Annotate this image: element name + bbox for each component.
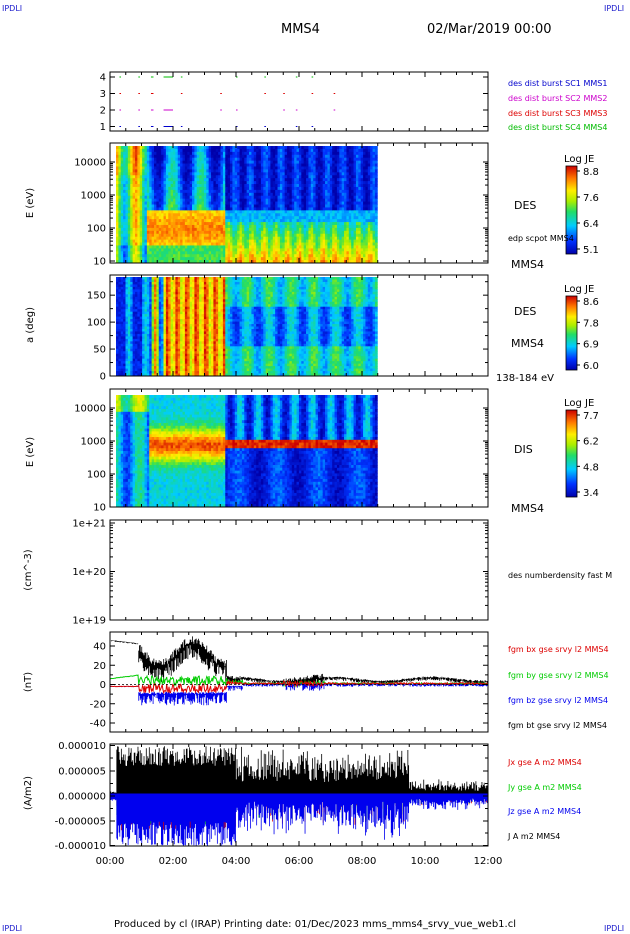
current-y-axis-label: (A/m2)	[23, 776, 34, 810]
spacecraft-title: MMS4	[281, 22, 320, 37]
des-pitch-y-axis-label: a (deg)	[25, 307, 36, 343]
current-y-tick-label: -0.000005	[55, 817, 106, 828]
burst-legend-entry: des dist burst SC1 MMS1	[508, 79, 607, 88]
colorbar-tick-label: 8.8	[583, 167, 599, 178]
des-energy-scpot-label: edp scpot MMS4	[508, 234, 574, 243]
current-y-tick-label: -0.000010	[55, 841, 106, 852]
bfield-legend-entry: fgm by gse srvy l2 MMS4	[508, 671, 609, 680]
des-energy-y-axis-label: E (eV)	[25, 188, 36, 218]
colorbar-tick-label: 6.2	[583, 437, 599, 448]
colorbar-title: Log JE	[564, 154, 594, 165]
date-title: 02/Mar/2019 00:00	[427, 22, 552, 37]
des-energy-instrument-label: DES	[514, 199, 536, 212]
dis-energy-colorbar	[565, 409, 578, 498]
burst-y-tick-label: 2	[100, 106, 106, 117]
bfield-bx-series	[109, 679, 489, 695]
bfield-legend-entry: fgm bx gse srvy l2 MMS4	[508, 645, 609, 654]
colorbar-tick-label: 8.6	[583, 297, 599, 308]
density-y-tick-label: 1e+19	[72, 616, 106, 627]
des-pitch-spectrogram	[116, 277, 378, 377]
dis-energy-y-tick-label: 10000	[74, 404, 106, 415]
density-y-axis-label: (cm^-3)	[23, 549, 34, 590]
bfield-y-tick-label: 40	[93, 642, 106, 653]
time-axis-tick-label: 06:00	[285, 856, 314, 867]
current-y-tick-label: 0.000000	[58, 792, 106, 803]
des-energy-y-tick-label: 10	[93, 257, 106, 268]
corner-label-top-left: IPDLI	[2, 4, 23, 13]
burst-y-tick-label: 1	[100, 122, 106, 133]
des-pitch-y-tick-label: 150	[87, 291, 106, 302]
des-pitch-y-tick-label: 50	[93, 345, 106, 356]
dis-energy-y-tick-label: 100	[87, 470, 106, 481]
bfield-y-axis-label: (nT)	[23, 672, 34, 692]
des-energy-spacecraft-label: MMS4	[511, 258, 544, 271]
burst-legend-entry: des dist burst SC2 MMS2	[508, 94, 607, 103]
dis-energy-y-tick-label: 10	[93, 503, 106, 514]
burst-y-tick-label: 4	[100, 73, 106, 84]
colorbar-tick-label: 6.0	[583, 361, 599, 372]
corner-label-bottom-right: IPDLI	[604, 924, 625, 933]
burst-panel-frame	[109, 71, 489, 132]
colorbar-tick-label: 6.4	[583, 219, 599, 230]
current-j-series	[109, 746, 489, 796]
des-energy-y-tick-label: 100	[87, 224, 106, 235]
des-energy-y-tick-label: 10000	[74, 158, 106, 169]
bfield-y-tick-label: 0	[100, 680, 106, 691]
time-axis-tick-label: 04:00	[222, 856, 251, 867]
colorbar-tick-label: 7.6	[583, 193, 599, 204]
bfield-legend-entry: fgm bz gse srvy l2 MMS4	[508, 696, 608, 705]
bfield-y-tick-label: -20	[90, 699, 106, 710]
des-energy-colorbar	[565, 165, 578, 255]
burst-legend-entry: des dist burst SC3 MMS3	[508, 109, 607, 118]
dis-energy-spacecraft-label: MMS4	[511, 502, 544, 515]
colorbar-tick-label: 3.4	[583, 488, 599, 499]
des-pitch-instrument-label: DES	[514, 305, 536, 318]
current-y-tick-label: 0.000010	[58, 741, 106, 752]
colorbar-tick-label: 4.8	[583, 462, 599, 473]
current-legend-entry: Jx gse A m2 MMS4	[507, 758, 582, 767]
dis-energy-instrument-label: DIS	[514, 443, 533, 456]
footer-credit: Produced by cl (IRAP) Printing date: 01/…	[114, 919, 516, 930]
des-energy-y-tick-label: 1000	[81, 191, 106, 202]
current-jz-series	[109, 793, 489, 846]
colorbar-tick-label: 7.7	[583, 411, 599, 422]
density-panel-frame	[109, 519, 489, 621]
time-axis-tick-label: 08:00	[348, 856, 377, 867]
des-pitch-y-tick-label: 0	[100, 372, 106, 383]
current-y-tick-label: 0.000005	[58, 767, 106, 778]
colorbar-tick-label: 7.8	[583, 318, 599, 329]
des-pitch-colorbar	[565, 295, 578, 371]
burst-legend-entry: des dist burst SC4 MMS4	[508, 123, 607, 132]
des-pitch-spacecraft-label: MMS4	[511, 337, 544, 350]
bfield-legend-entry: fgm bt gse srvy l2 MMS4	[508, 721, 607, 730]
dis-energy-y-tick-label: 1000	[81, 437, 106, 448]
dis-energy-y-axis-label: E (eV)	[25, 437, 36, 467]
burst-y-tick-label: 3	[100, 89, 106, 100]
colorbar-title: Log JE	[564, 284, 594, 295]
density-legend-entry: des numberdensity fast M	[508, 571, 612, 580]
density-y-tick-label: 1e+21	[72, 519, 106, 530]
colorbar-title: Log JE	[564, 398, 594, 409]
time-axis-tick-label: 00:00	[96, 856, 125, 867]
colorbar-tick-label: 6.9	[583, 340, 599, 351]
current-legend-entry: Jy gse A m2 MMS4	[507, 783, 582, 792]
bfield-y-tick-label: -40	[90, 719, 106, 730]
des-energy-spectrogram	[116, 146, 378, 264]
bfield-y-tick-label: 20	[93, 661, 106, 672]
time-axis-tick-label: 02:00	[159, 856, 188, 867]
dis-energy-spectrogram	[116, 395, 378, 508]
des-pitch-y-tick-label: 100	[87, 318, 106, 329]
current-legend-entry: Jz gse A m2 MMS4	[507, 807, 581, 816]
time-axis-tick-label: 10:00	[411, 856, 440, 867]
des-pitch-energy-range-label: 138-184 eV	[496, 373, 554, 384]
time-axis-tick-label: 12:00	[474, 856, 503, 867]
density-y-tick-label: 1e+20	[72, 567, 106, 578]
corner-label-top-right: IPDLI	[604, 4, 625, 13]
corner-label-bottom-left: IPDLI	[2, 924, 23, 933]
colorbar-tick-label: 5.1	[583, 245, 599, 256]
current-legend-entry: J A m2 MMS4	[507, 832, 560, 841]
